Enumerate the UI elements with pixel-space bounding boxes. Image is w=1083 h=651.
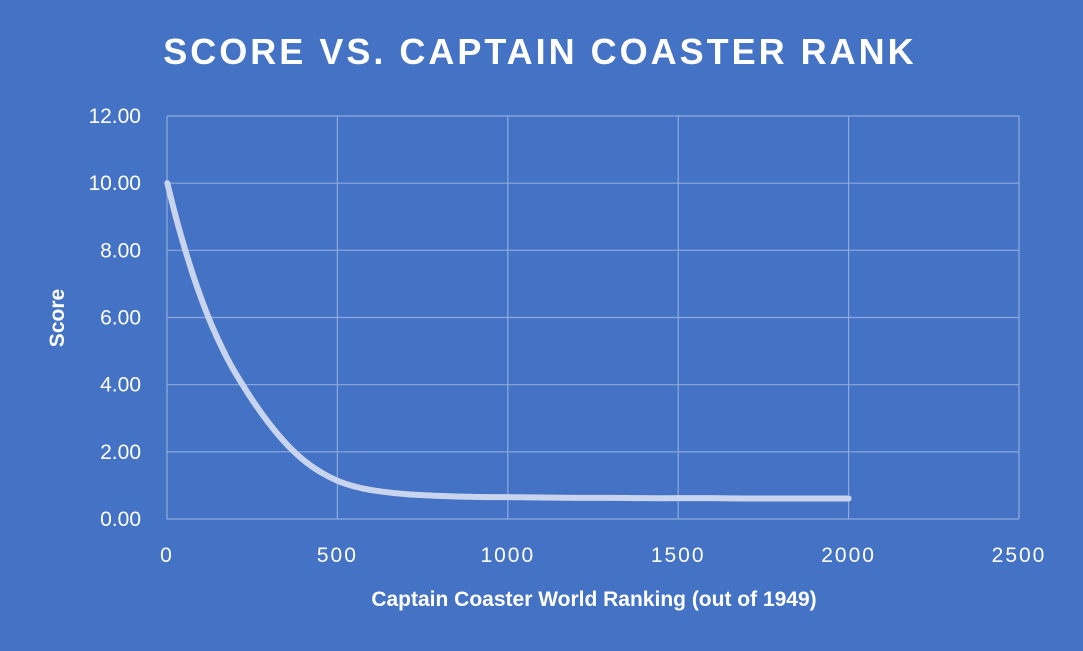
y-axis-ticks: 0.00 2.00 4.00 6.00 8.00 10.00 12.00 [88, 105, 141, 531]
x-tick-label: 2000 [821, 544, 876, 567]
series-line-score [164, 180, 852, 502]
y-tick-label: 12.00 [88, 105, 141, 128]
x-axis-ticks: 0 500 1000 1500 2000 2500 [160, 544, 1047, 567]
x-axis-label: Captain Coaster World Ranking (out of 19… [371, 588, 816, 611]
x-tick-label: 500 [317, 544, 358, 567]
gridlines [166, 115, 1020, 520]
y-axis-label: Score [46, 289, 69, 347]
x-tick-label: 1000 [480, 544, 535, 567]
y-tick-label: 8.00 [100, 239, 141, 262]
series-group [164, 180, 852, 502]
x-tick-label: 0 [160, 544, 174, 567]
y-tick-label: 0.00 [100, 508, 141, 531]
y-tick-label: 6.00 [100, 307, 141, 330]
x-tick-label: 2500 [992, 544, 1047, 567]
y-tick-label: 2.00 [100, 441, 141, 464]
y-tick-label: 10.00 [88, 172, 141, 195]
chart-title: SCORE VS. CAPTAIN COASTER RANK [163, 31, 916, 72]
y-tick-label: 4.00 [100, 374, 141, 397]
x-tick-label: 1500 [651, 544, 706, 567]
